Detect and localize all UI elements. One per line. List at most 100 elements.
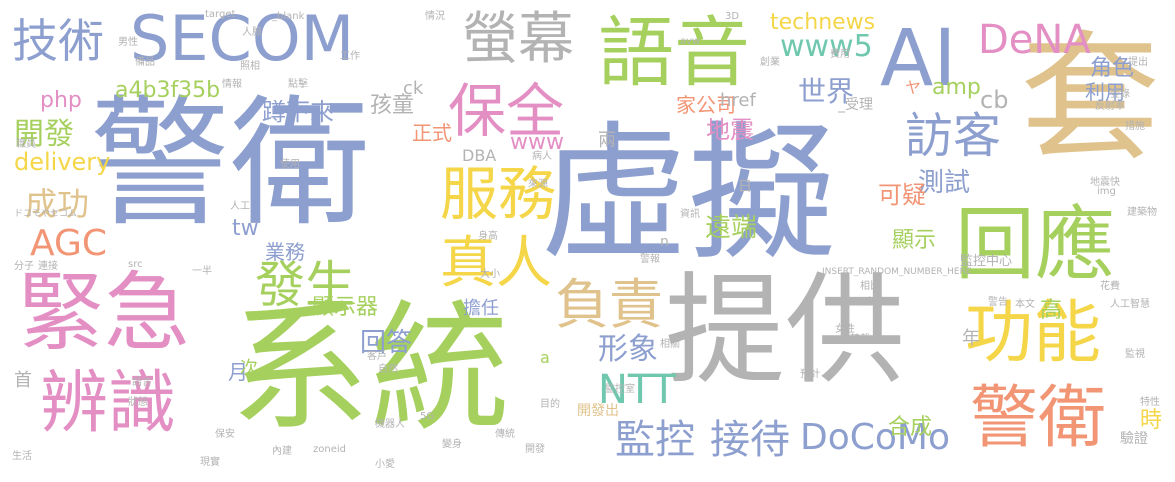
word: 發生 <box>255 256 355 314</box>
word: 世界 <box>798 75 855 108</box>
word: 監控中心 <box>960 254 1013 269</box>
word: 成功 <box>25 185 90 223</box>
word: 轉載 <box>850 334 870 345</box>
word: a4b3f35b <box>115 78 221 103</box>
word: 變身 <box>442 439 462 450</box>
word: 照相 <box>240 61 260 72</box>
word: 資訊 <box>680 209 700 220</box>
word: www <box>510 130 564 155</box>
word: img <box>1097 186 1116 197</box>
word: 語言 <box>132 377 152 388</box>
word: 語音 <box>598 8 750 97</box>
word: NTT <box>598 367 677 413</box>
word: 業務 <box>265 240 305 264</box>
word: 開發 <box>14 117 74 152</box>
word: 驗證 <box>1120 431 1148 447</box>
word: 合成 <box>888 415 933 440</box>
word: 孩童 <box>370 93 415 118</box>
word: 點擊 <box>288 79 308 90</box>
word: 擔任 <box>463 298 499 319</box>
word: 正式 <box>412 121 452 145</box>
word: 年 <box>962 328 980 349</box>
word: 男性 <box>118 37 138 48</box>
word: href <box>720 90 756 111</box>
word: 警告 <box>988 297 1008 308</box>
word: n <box>660 234 669 250</box>
word: 工作 <box>340 51 360 62</box>
word: 內建 <box>272 446 292 457</box>
word: DBA <box>462 146 497 165</box>
word: 使用 <box>280 159 300 170</box>
word: src <box>128 259 143 270</box>
word: 監控室 <box>605 384 635 395</box>
word: 費用 <box>830 49 850 60</box>
word: 反射率 <box>1095 101 1125 112</box>
word: technews <box>770 10 876 35</box>
word: 3D <box>725 11 740 22</box>
word: 女性 <box>835 324 855 335</box>
word: 開發 <box>525 444 545 455</box>
word: 人工 <box>230 201 250 212</box>
word: 接待 <box>710 417 790 463</box>
word: 花費 <box>1100 281 1120 292</box>
word: tw <box>232 216 259 241</box>
word: 情況 <box>425 11 445 22</box>
word: 可疑 <box>878 181 926 209</box>
word: ck <box>403 78 424 99</box>
word: 創業 <box>760 57 780 68</box>
word: _blank <box>272 11 305 22</box>
word: 安全 <box>865 297 885 308</box>
word: 自然 <box>378 364 398 375</box>
word: AGC <box>30 223 108 264</box>
word: www5 <box>780 29 873 64</box>
word: 職員 <box>16 139 36 150</box>
word: 虛擬 <box>540 108 836 280</box>
word: 監控 <box>615 417 695 463</box>
word: 情報 <box>222 79 242 90</box>
word: 5G <box>420 411 435 422</box>
word: 負責 <box>555 273 663 336</box>
word: 身高 <box>478 231 498 242</box>
word: 兩 <box>598 130 616 151</box>
word: 目的 <box>540 399 560 410</box>
word: 地震 <box>706 116 754 144</box>
word: 監視 <box>1125 349 1145 360</box>
word: delivery <box>14 148 111 176</box>
word: php <box>40 88 82 113</box>
word: 技術 <box>12 14 104 68</box>
word: INSERT_RANDOM_NUMBER_HERE <box>822 267 972 277</box>
word: 真人 <box>440 231 552 296</box>
word: 首 <box>14 370 32 391</box>
word: 生活 <box>12 451 32 462</box>
word: 保安 <box>215 429 235 440</box>
word: 一半 <box>192 266 212 277</box>
word: 分子 <box>14 261 34 272</box>
word: zoneid <box>313 444 346 455</box>
word: 客戶 <box>367 351 387 362</box>
word: target <box>205 9 236 20</box>
word: 備品 <box>135 57 155 68</box>
word: 角色 <box>1090 56 1135 81</box>
word: _受理 <box>838 97 873 113</box>
word: 保全 <box>448 77 565 145</box>
word: 病人 <box>532 151 552 162</box>
word: 服務 <box>440 160 557 228</box>
word: ドコモやセコム <box>14 209 78 219</box>
word: DoCoMo <box>800 417 950 458</box>
word: 傳統 <box>495 429 515 440</box>
word: 狀態 <box>128 397 148 408</box>
word: 日 <box>738 179 752 195</box>
word: 開發出 <box>577 403 619 419</box>
word: 時 <box>1140 408 1163 433</box>
word: 預計 <box>800 369 820 380</box>
word: a <box>540 348 550 367</box>
word: 警衛 <box>90 83 371 246</box>
word: 遠端 <box>705 213 758 243</box>
word: 機器人 <box>375 419 405 430</box>
word: 小愛 <box>375 459 395 470</box>
word: 測試 <box>918 168 971 198</box>
word: 人臉 <box>242 27 262 38</box>
word: 緊急 <box>18 263 190 363</box>
word: 建築物 <box>1127 207 1157 218</box>
word: 提出 <box>1128 57 1148 68</box>
